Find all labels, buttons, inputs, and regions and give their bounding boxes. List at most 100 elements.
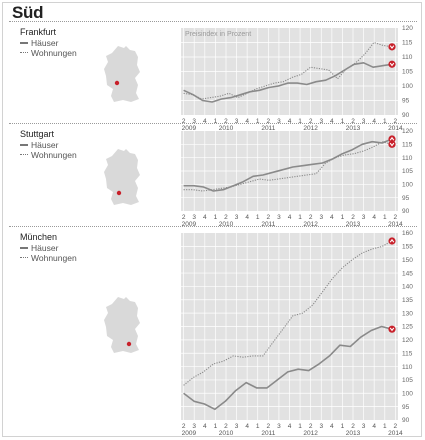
end-arrow-marker: [388, 43, 396, 51]
x-tick-label: 4: [372, 423, 376, 430]
y-tick-label: 140: [402, 284, 413, 291]
y-tick-label: 160: [402, 230, 413, 237]
x-tick-label: 2: [224, 118, 228, 125]
x-tick-label: 4: [288, 118, 292, 125]
x-tick-label: 4: [330, 214, 334, 221]
x-tick-label: 2: [267, 214, 271, 221]
x-tick-label: 3: [235, 214, 239, 221]
x-tick-label: 2: [267, 118, 271, 125]
x-tick-label: 4: [203, 118, 207, 125]
y-tick-label: 110: [402, 155, 413, 162]
x-tick-label: 1: [214, 423, 218, 430]
y-tick-label: 150: [402, 257, 413, 264]
x-year-label: 2014: [388, 125, 403, 132]
x-year-label: 2009: [182, 125, 197, 132]
arrow-up-icon: [389, 136, 395, 141]
x-tick-label: 1: [341, 214, 345, 221]
legend-label: Häuser: [31, 140, 59, 150]
x-tick-label: 2: [309, 118, 313, 125]
x-tick-label: 1: [383, 423, 387, 430]
arrow-up-icon: [389, 238, 395, 243]
y-tick-label: 120: [402, 337, 413, 344]
x-year-label: 2010: [219, 221, 234, 228]
x-tick-label: 3: [319, 214, 323, 221]
x-tick-label: 2: [309, 423, 313, 430]
end-arrow-marker: [388, 135, 396, 143]
red-circle-icon: [388, 135, 396, 143]
x-tick-label: 4: [330, 423, 334, 430]
x-tick-label: 3: [192, 214, 196, 221]
x-tick-label: 4: [288, 423, 292, 430]
legend-label: Wohnungen: [31, 48, 77, 58]
x-tick-label: 2: [394, 214, 398, 221]
end-arrow-marker: [388, 237, 396, 245]
x-year-label: 2012: [303, 430, 318, 437]
x-tick-label: 2: [224, 214, 228, 221]
separator-1: [9, 123, 417, 124]
y-tick-label: 155: [402, 244, 413, 251]
x-year-label: 2011: [261, 430, 275, 437]
chart-panel: 90 95 100 105 110 115 120 125 130 135 140 145 150 155…: [181, 230, 413, 437]
x-year-label: 2013: [346, 430, 361, 437]
y-tick-label: 115: [402, 142, 413, 149]
x-tick-label: 3: [235, 118, 239, 125]
x-tick-label: 2: [182, 214, 186, 221]
y-tick-label: 95: [402, 98, 410, 105]
x-tick-label: 2: [394, 423, 398, 430]
x-tick-label: 1: [214, 118, 218, 125]
x-tick-label: 3: [277, 423, 281, 430]
x-tick-label: 3: [277, 214, 281, 221]
x-tick-label: 1: [341, 423, 345, 430]
germany-map-icon: [104, 149, 140, 205]
x-year-label: 2010: [219, 430, 234, 437]
legend-label: Wohnungen: [31, 150, 77, 160]
y-tick-label: 100: [402, 83, 413, 90]
y-tick-label: 90: [402, 417, 410, 424]
x-tick-label: 1: [383, 214, 387, 221]
x-year-label: 2009: [182, 221, 197, 228]
x-tick-label: 2: [351, 214, 355, 221]
x-tick-label: 2: [267, 423, 271, 430]
series-line-haeuser: [183, 325, 393, 411]
series-line-haeuser: [183, 61, 393, 103]
x-tick-label: 2: [224, 423, 228, 430]
y-tick-label: 120: [402, 25, 413, 32]
x-tick-label: 2: [309, 214, 313, 221]
x-tick-label: 1: [383, 118, 387, 125]
legend-item-haeuser: Häuser: [20, 140, 77, 150]
arrow-down-icon: [389, 62, 395, 67]
legend-solid-swatch: [20, 41, 28, 44]
city-location-dot: [116, 190, 122, 196]
x-tick-label: 1: [341, 118, 345, 125]
legend-stuttgart: Häuser Wohnungen: [20, 140, 77, 160]
red-circle-icon: [388, 325, 396, 333]
y-tick-label: 90: [402, 112, 410, 119]
chart-title-frankfurt: Frankfurt: [20, 27, 57, 37]
arrow-down-icon: [389, 45, 395, 49]
x-year-label: 2013: [346, 125, 361, 132]
x-year-label: 2014: [388, 221, 403, 228]
y-tick-label: 145: [402, 270, 413, 277]
y-tick-label: 110: [402, 54, 413, 61]
y-tick-label: 105: [402, 168, 413, 175]
x-year-label: 2010: [219, 125, 234, 132]
x-tick-label: 3: [192, 423, 196, 430]
x-tick-label: 3: [277, 118, 281, 125]
y-tick-label: 110: [402, 364, 413, 371]
x-year-label: 2011: [261, 221, 275, 228]
x-tick-label: 3: [362, 423, 366, 430]
x-tick-label: 4: [245, 423, 249, 430]
region-panel: Süd: [2, 2, 422, 437]
city-location-dot: [114, 80, 120, 86]
x-tick-label: 1: [214, 214, 218, 221]
x-tick-label: 1: [298, 214, 302, 221]
separator-top: [9, 21, 417, 22]
x-year-label: 2009: [182, 430, 197, 437]
legend-label: Häuser: [31, 243, 59, 253]
x-tick-label: 3: [362, 118, 366, 125]
x-tick-label: 4: [372, 214, 376, 221]
legend-dotted-swatch: [20, 154, 28, 156]
y-tick-label: 90: [402, 208, 410, 215]
